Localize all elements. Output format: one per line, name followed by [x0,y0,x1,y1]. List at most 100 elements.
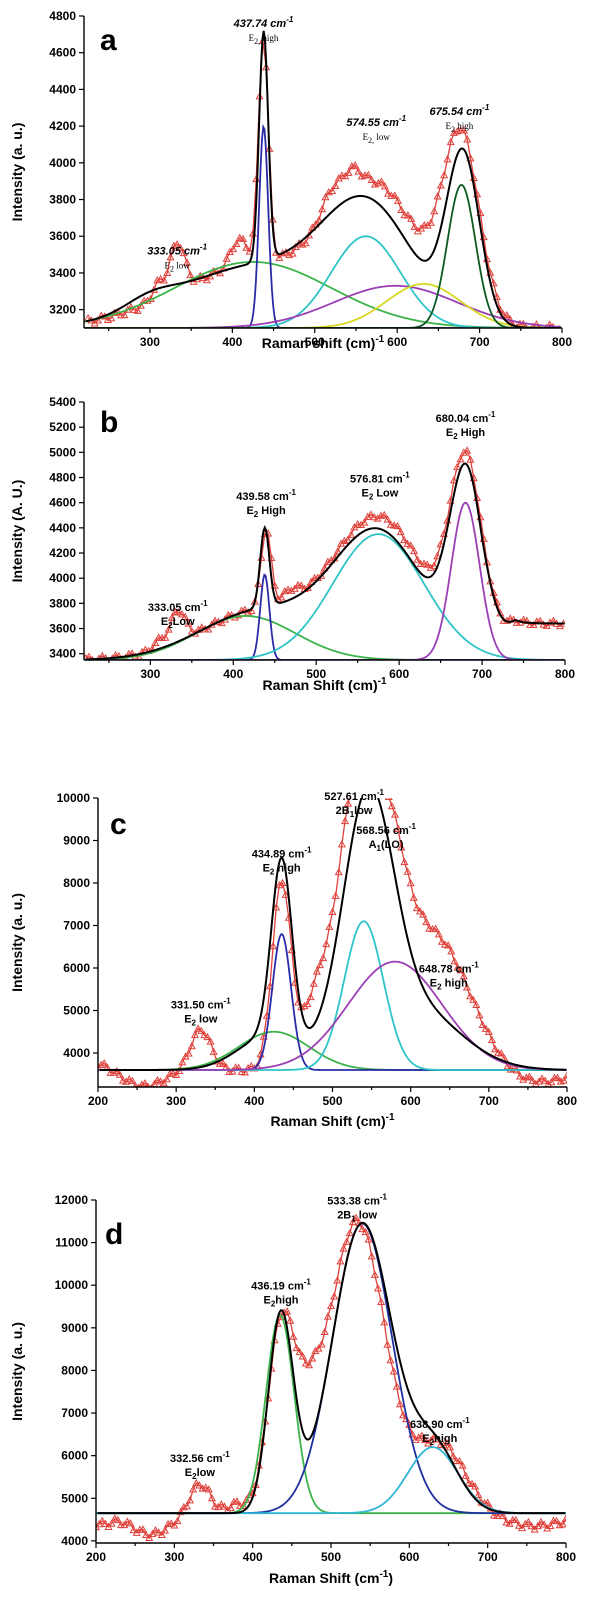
data-point [537,1074,547,1082]
data-point [410,222,419,230]
data-point [552,1516,561,1525]
data-point [275,253,284,261]
data-point [442,1438,451,1447]
data-point [167,1519,176,1527]
data-point [297,581,306,589]
y-axis-title: Intensity (A. U.) [9,480,25,583]
peak-position-label: 533.38 cm-1 [327,1192,387,1207]
data-point [373,1284,383,1292]
plot-area [96,1213,566,1542]
data-point [126,1519,135,1527]
data-point [323,1312,332,1320]
x-tick-label: 800 [557,1094,577,1108]
data-point [305,1360,314,1369]
data-point [120,1520,129,1529]
fit-curve [85,462,565,660]
data-point [430,206,439,215]
data-point [159,1078,168,1087]
data-point [327,555,336,564]
data-point [387,801,396,810]
plot-area [98,798,567,1087]
data-point [178,1058,187,1066]
peak-mode-label: 2B1 low [337,1209,377,1223]
peak-mode-label: E2 low [165,261,191,274]
data-point [229,244,238,253]
peak-mode-label: E2 low [184,1013,218,1027]
data-point [174,608,183,616]
y-tick-label: 4200 [49,119,76,133]
data-point [325,922,334,930]
data-point [232,239,241,248]
data-point [333,547,342,555]
y-tick-label: 6000 [61,1449,88,1463]
data-point [345,1228,354,1237]
peak-annotation: 434.89 cm-1 E2 high [252,846,312,877]
data-point [184,619,193,627]
raman-chart-c: 200 300 400 500 600 700 800 4000 5000 6000 7000 800… [9,788,577,1129]
x-tick-label: 400 [222,335,242,349]
data-point [109,1068,118,1076]
peak-position-label: 576.81 cm-1 [350,471,410,486]
x-tick-label: 800 [555,667,575,681]
peak-position-label: 574.55 cm-1 [346,114,406,129]
raman-chart-a: 300 400 500 600 700 800 3200 3400 3600 3800 4000 42… [9,9,572,351]
data-point [348,1217,357,1226]
data-point [185,1496,195,1504]
data-point [204,625,213,633]
data-point [389,1367,398,1375]
plot-area [84,446,565,660]
data-point [354,167,363,175]
data-point [547,1077,556,1086]
data-point [474,1490,483,1499]
peak-position-label: 333.05 cm-1 [147,243,207,258]
data-point [289,1332,298,1340]
y-tick-label: 4000 [61,1534,88,1548]
peak-position-label: 680.04 cm-1 [436,410,496,425]
data-point [346,530,356,538]
data-point [303,999,312,1008]
data-point [240,1068,250,1076]
data-point [182,258,192,266]
data-point [156,1077,165,1085]
data-point [333,1276,342,1284]
data-point [290,584,299,592]
x-tick-label: 500 [305,335,325,349]
data-point [463,135,472,143]
y-axis-title: Intensity (a. u.) [9,123,25,222]
data-point [344,799,353,807]
y-axis-title: Intensity (a. u.) [9,1322,25,1421]
data-point [154,1528,163,1536]
y-tick-label: 4600 [49,496,76,510]
data-point [331,891,340,899]
data-point [489,278,498,287]
data-point [431,924,440,932]
data-point [446,1443,455,1451]
raman-chart-b: 300 400 500 600 700 800 3400 3600 3800 4000 4200 44… [9,395,575,693]
data-point [280,587,289,595]
plot-area [84,30,562,328]
peak-mode-label: E2 high [430,977,468,991]
data-point [278,878,287,886]
peak-annotation: 439.58 cm-1 E2 High [236,488,296,519]
data-point [440,170,449,179]
data-point [298,1352,307,1360]
data-point [115,1070,124,1078]
y-tick-label: 8000 [63,876,90,890]
data-point [444,941,453,949]
data-point [423,560,432,568]
data-point [505,1519,514,1527]
data-point [426,218,436,226]
data-point [337,840,346,848]
peak-annotation: 638.90 cm-1 E2high [410,1416,470,1447]
fit-curve [85,30,562,328]
y-tick-label: 5200 [49,420,76,434]
data-point [562,1071,567,1079]
data-point [323,557,332,565]
x-axis-title: Raman Shift (cm-1) [269,1569,393,1586]
data-point [436,539,445,548]
data-point [446,137,455,146]
data-point [179,1502,188,1511]
data-trace [98,798,567,1087]
data-point [286,1316,295,1324]
data-point [166,252,175,261]
